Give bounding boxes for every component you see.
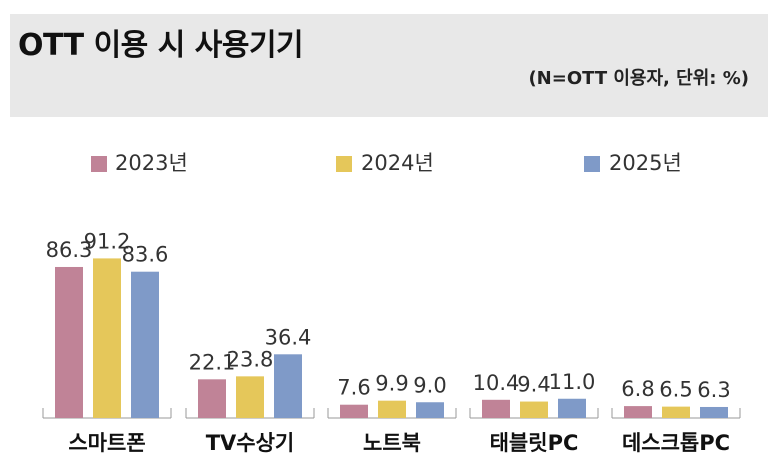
legend-swatch-2023	[91, 156, 107, 172]
bar-2023년-노트북	[340, 404, 368, 418]
value-label-2023년-태블릿PC: 10.4	[473, 371, 520, 395]
value-label-2025년-노트북: 9.0	[413, 373, 446, 397]
legend-label-2023: 2023년	[115, 151, 188, 175]
bar-2025년-TV수상기	[274, 354, 302, 418]
category-label-0: 스마트폰	[68, 431, 145, 455]
value-label-2023년-스마트폰: 86.3	[46, 238, 93, 262]
bar-2024년-노트북	[378, 400, 406, 418]
page-subtitle: (N=OTT 이용자, 단위: %)	[528, 68, 749, 89]
value-label-2024년-데스크톱PC: 6.5	[659, 378, 692, 402]
bar-2023년-스마트폰	[55, 266, 83, 418]
page-title: OTT 이용 시 사용기기	[18, 28, 304, 63]
value-label-2023년-데스크톱PC: 6.8	[621, 377, 654, 401]
value-label-2025년-태블릿PC: 11.0	[549, 370, 596, 394]
legend-label-2024: 2024년	[361, 151, 434, 175]
value-label-2024년-태블릿PC: 9.4	[517, 373, 550, 397]
value-label-2024년-TV수상기: 23.8	[227, 347, 274, 371]
category-label-4: 데스크톱PC	[622, 431, 730, 455]
category-label-3: 태블릿PC	[490, 431, 579, 455]
value-label-2025년-데스크톱PC: 6.3	[697, 378, 730, 402]
bar-2025년-데스크톱PC	[700, 406, 728, 418]
legend-label-2025: 2025년	[609, 151, 682, 175]
bar-2023년-데스크톱PC	[624, 406, 652, 418]
bar-2024년-데스크톱PC	[662, 406, 690, 418]
bar-2025년-노트북	[416, 402, 444, 418]
category-label-1: TV수상기	[206, 431, 295, 455]
legend-swatch-2025	[584, 156, 600, 172]
bar-2025년-태블릿PC	[558, 398, 586, 418]
bar-2023년-태블릿PC	[482, 399, 510, 418]
value-label-2023년-노트북: 7.6	[337, 376, 370, 400]
category-label-2: 노트북	[363, 431, 421, 455]
value-label-2025년-스마트폰: 83.6	[122, 243, 169, 267]
bar-2023년-TV수상기	[198, 379, 226, 418]
value-label-2024년-노트북: 9.9	[375, 372, 408, 396]
bar-2024년-스마트폰	[93, 258, 121, 418]
bar-2024년-태블릿PC	[520, 401, 548, 418]
bar-2025년-스마트폰	[131, 271, 159, 418]
value-label-2024년-스마트폰: 91.2	[84, 229, 131, 253]
value-label-2025년-TV수상기: 36.4	[265, 325, 312, 349]
legend-swatch-2024	[336, 156, 352, 172]
header-banner	[10, 14, 768, 117]
bar-2024년-TV수상기	[236, 376, 264, 418]
value-label-2023년-TV수상기: 22.1	[189, 350, 236, 374]
